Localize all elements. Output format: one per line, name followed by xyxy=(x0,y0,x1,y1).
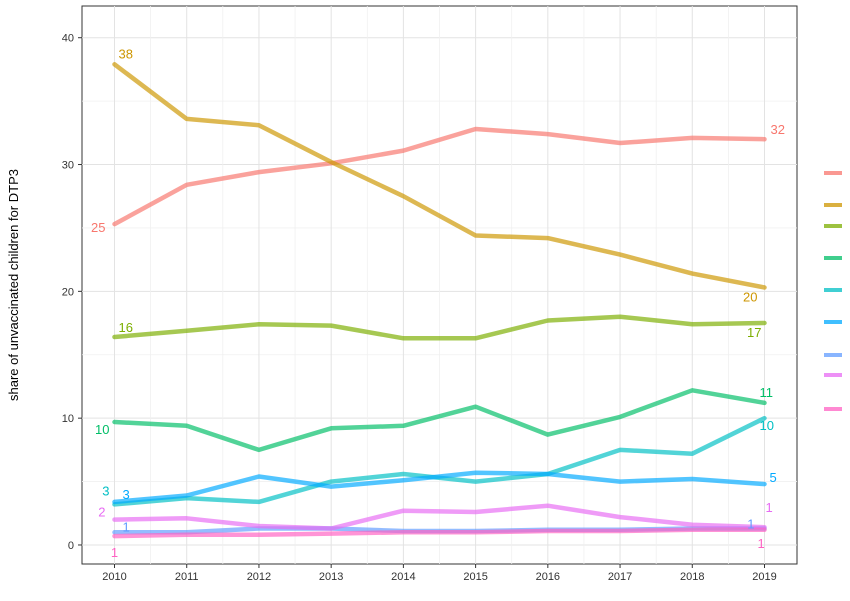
series-line xyxy=(112,62,767,290)
end-data-label: 1 xyxy=(747,516,754,531)
start-data-label: 16 xyxy=(119,320,133,335)
x-tick-label: 2011 xyxy=(175,571,199,583)
y-tick-label: 10 xyxy=(62,413,74,425)
end-data-label: 17 xyxy=(747,325,761,340)
end-data-label: 5 xyxy=(770,470,777,485)
series-line xyxy=(112,126,767,227)
series-line xyxy=(112,503,767,531)
y-tick-label: 0 xyxy=(68,540,74,552)
y-tick-label: 20 xyxy=(62,286,74,298)
y-tick-label: 30 xyxy=(62,160,74,172)
series-line xyxy=(112,527,767,539)
start-data-label: 3 xyxy=(102,483,109,498)
series-line xyxy=(112,388,767,453)
x-tick-label: 2013 xyxy=(319,571,343,583)
start-data-label: 38 xyxy=(119,46,133,61)
start-data-label: 3 xyxy=(123,487,130,502)
series-lines xyxy=(112,62,767,539)
x-tick-label: 2015 xyxy=(463,571,487,583)
x-tick-label: 2016 xyxy=(536,571,560,583)
start-data-label: 2 xyxy=(98,505,105,520)
series-line xyxy=(112,470,767,505)
end-data-label: 11 xyxy=(760,385,774,400)
x-tick-label: 2019 xyxy=(752,571,776,583)
end-data-label: 10 xyxy=(760,418,774,433)
legend xyxy=(824,171,842,411)
start-data-label: 25 xyxy=(91,220,105,235)
x-tick-label: 2018 xyxy=(680,571,704,583)
x-tick-label: 2012 xyxy=(247,571,271,583)
y-tick-label: 40 xyxy=(62,33,74,45)
start-data-label: 1 xyxy=(123,519,130,534)
x-tick-label: 2014 xyxy=(391,571,415,583)
series-line xyxy=(112,314,767,341)
start-data-label: 1 xyxy=(111,545,118,560)
start-data-label: 10 xyxy=(95,422,109,437)
x-tick-label: 2010 xyxy=(102,571,126,583)
end-data-label: 20 xyxy=(743,290,757,305)
end-data-label: 32 xyxy=(771,122,785,137)
end-data-label: 1 xyxy=(758,536,765,551)
end-data-label: 1 xyxy=(766,500,773,515)
y-axis-title: share of unvaccinated children for DTP3 xyxy=(6,169,21,401)
x-tick-label: 2017 xyxy=(608,571,632,583)
